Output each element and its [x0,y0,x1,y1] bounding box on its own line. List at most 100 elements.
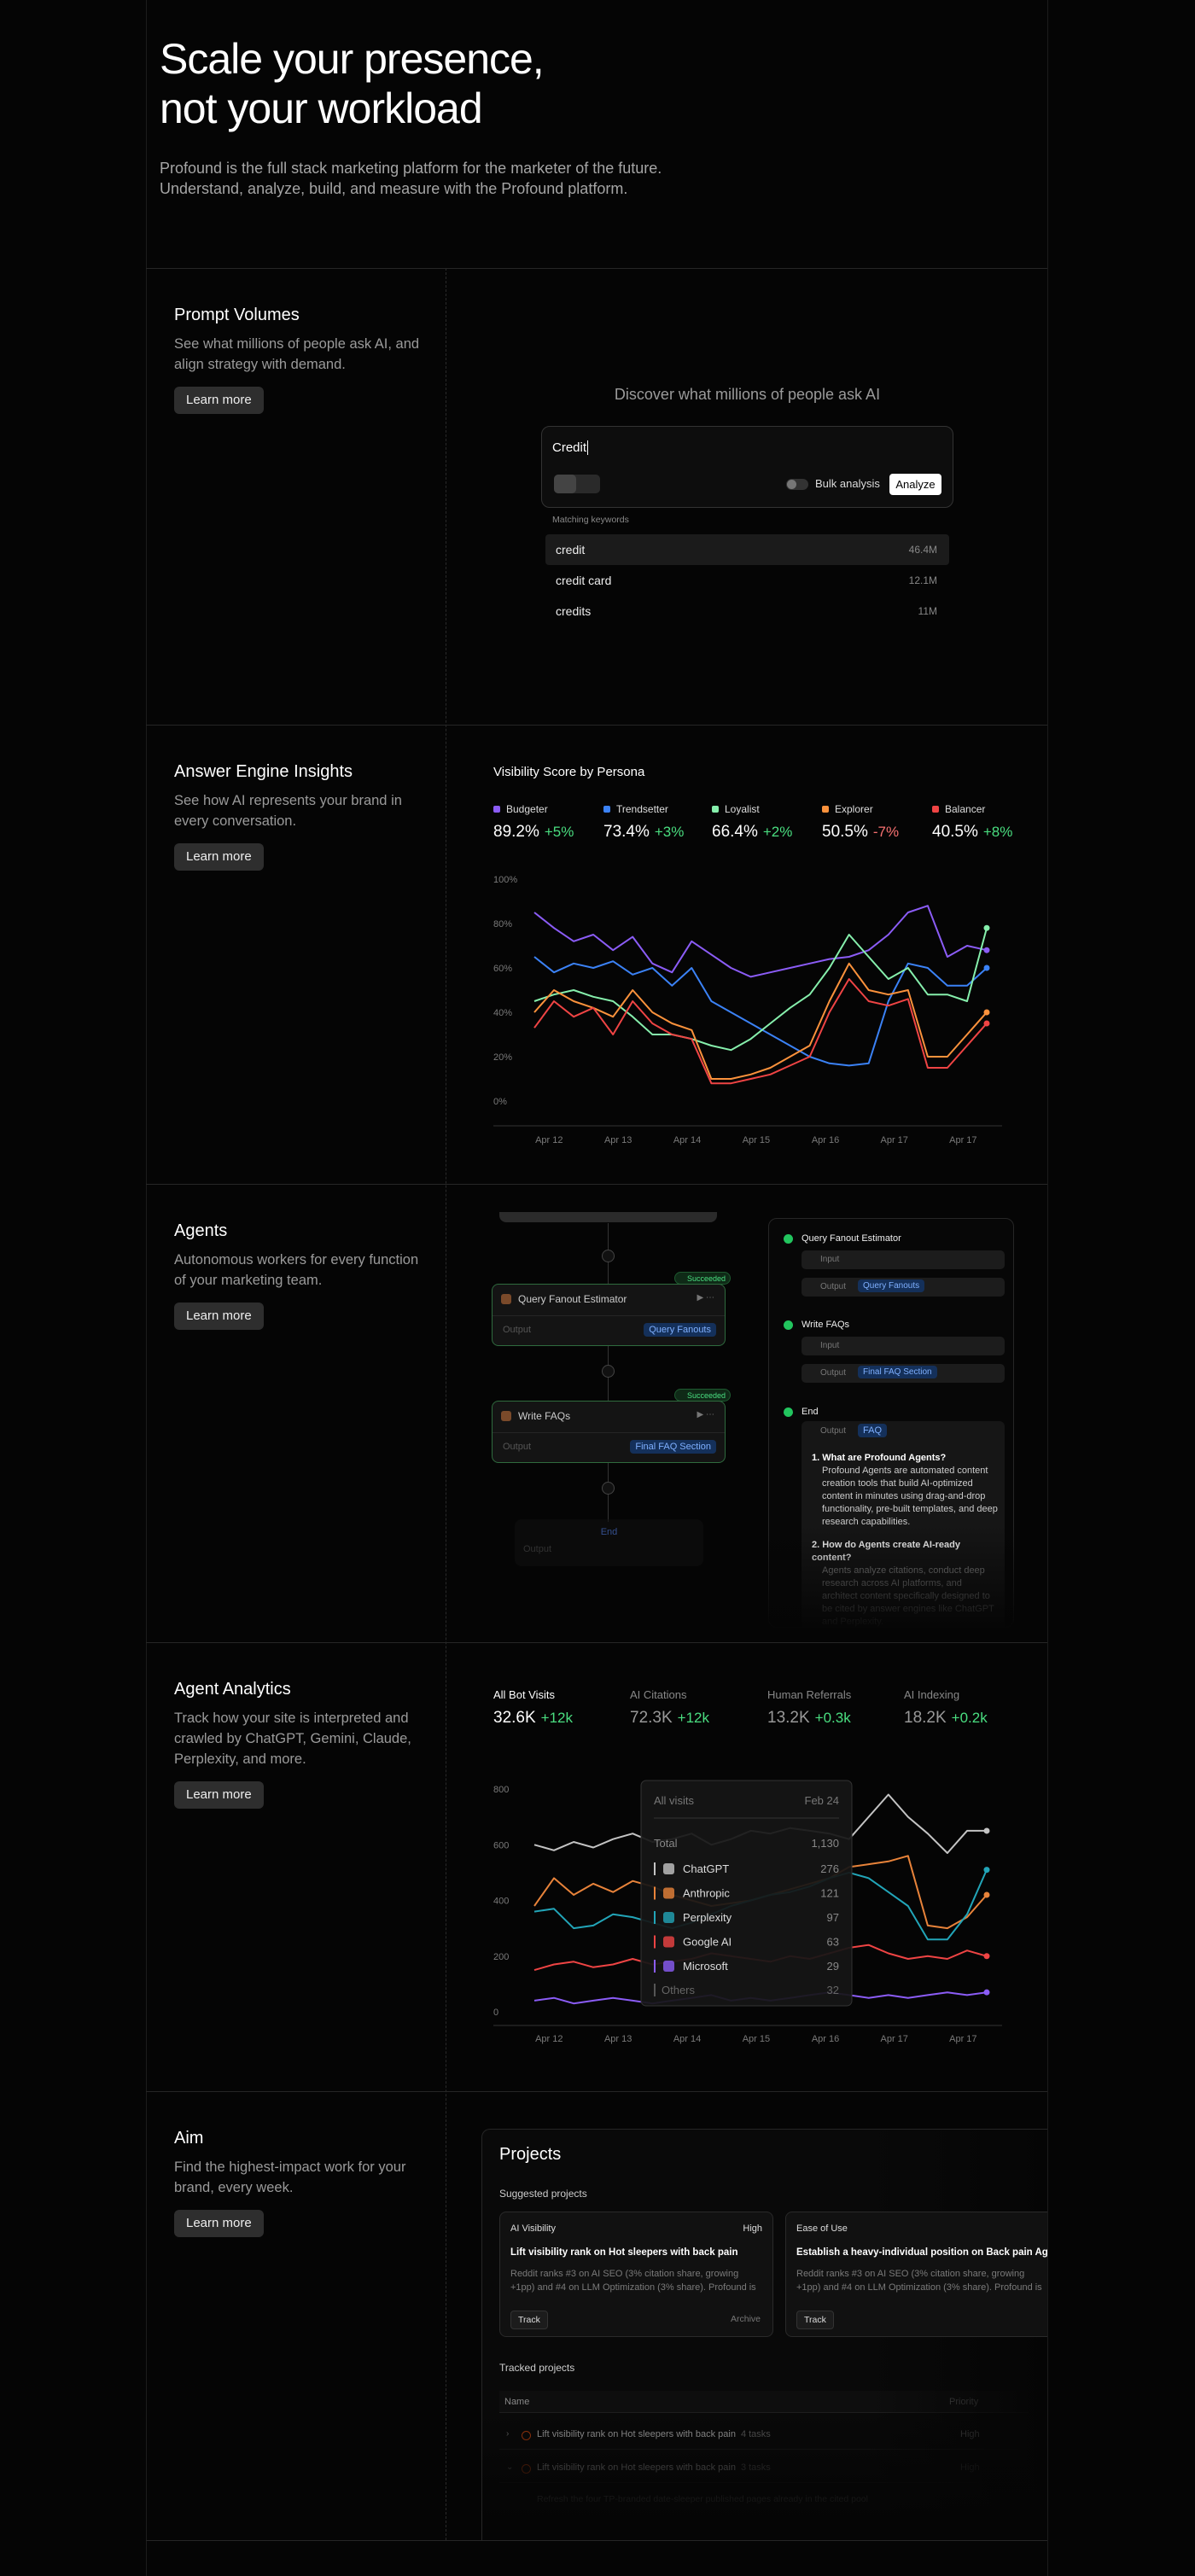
stat-value: 13.2K [767,1709,810,1727]
search-input[interactable]: Credit [552,440,589,455]
x-tick-label: Apr 15 [743,1135,770,1145]
learn-more-button[interactable]: Learn more [174,2210,264,2237]
learn-more-button[interactable]: Learn more [174,843,264,871]
stat-value: 13.2K +0.3k [767,1709,851,1727]
row-value: 276 [820,1862,839,1875]
row-title: Lift visibility rank on Hot sleepers wit… [537,2429,736,2439]
stat-value: 72.3K [630,1709,673,1727]
row-toggle: ⌄ [506,2462,514,2472]
change: +2% [763,824,793,840]
archive-button[interactable]: Archive [730,2314,761,2324]
faq-answer: Profound Agents are automated content cr… [822,1466,998,1527]
stat-value: 18.2K [904,1709,947,1727]
score: 66.4% [712,823,758,841]
stat-change: +12k [678,1710,710,1726]
stat-label: Human Referrals [767,1688,852,1701]
io-row: Input [802,1250,1005,1269]
y-tick-label: 600 [493,1840,509,1850]
row-tasks: 4 tasks [740,2429,771,2439]
search-box[interactable]: Credit Bulk analysis Analyze [541,426,953,508]
legend-score: 89.2% +5% [493,823,574,841]
y-tick-label: 60% [493,964,512,974]
row-bar [654,1886,656,1900]
tooltip-total-label: Total [654,1837,678,1850]
faq-question: 1. What are Profound Agents? [812,1453,947,1463]
learn-more-button[interactable]: Learn more [174,1303,264,1330]
end-point [983,1989,990,1996]
row-icon [522,2464,531,2474]
node-icon [501,1411,511,1421]
end-point [983,1827,990,1834]
bulk-toggle[interactable] [786,479,808,490]
node-stub [499,1212,717,1222]
column-header: Priority [949,2397,979,2407]
section-intro: Agent Analytics Track how your site is in… [174,1680,430,1809]
divider [146,2540,1047,2541]
subtask: Refresh the four TP-branded date-sleeper… [537,2494,868,2504]
score: 73.4% [603,823,650,841]
divider [146,268,1047,269]
analyze-button[interactable]: Analyze [889,474,941,495]
row-name: Lift visibility rank on Hot sleepers wit… [537,2429,771,2439]
projects-title: Projects [499,2145,562,2164]
card-desc: Reddit ranks #3 on AI SEO (3% citation s… [510,2269,756,2293]
row-icon [663,1912,674,1923]
row-title: Lift visibility rank on Hot sleepers wit… [537,2462,736,2473]
legend-swatch [712,806,719,813]
visibility-chart: Visibility Score by Persona 0% 20% 40% 60% 8… [493,765,1012,1145]
row-name: Anthropic [683,1887,730,1900]
x-tick-label: Apr 13 [604,1135,632,1145]
io-value: Final FAQ Section [858,1366,937,1378]
table-header: Name Priority [499,2391,1029,2413]
legend-swatch [493,806,500,813]
node-output-label: Output [503,1325,532,1335]
end-point [983,1891,990,1898]
io-value: FAQ [858,1424,888,1437]
tooltip-total: 1,130 [811,1837,839,1850]
keyword-row: credit 46.4M [545,534,949,565]
track-button[interactable]: Track [796,2311,834,2329]
end-label: End [600,1527,618,1537]
hero-title: Scale your presence, not your workload [160,34,545,133]
agent-node: Query Fanout Estimator ▶ ⋯ Output Query Fan… [492,1284,726,1346]
section-title: Agents [174,1221,228,1240]
tooltip-box [640,1780,853,2007]
card-desc: Reddit ranks #3 on AI SEO (3% citation s… [796,2269,1042,2293]
tooltip-title: All visits [654,1794,694,1807]
x-tick-label: Apr 14 [673,2034,701,2044]
row-tasks: 3 tasks [740,2462,771,2473]
io-row: Output Query Fanouts [802,1278,1005,1297]
row-priority: High [960,2429,980,2439]
end-point [983,947,990,953]
projects-panel: Projects Suggested projects Tracked proj… [481,2129,1047,2540]
status-badge: Succeeded [674,1272,732,1285]
node-divider [493,1315,725,1316]
keyword-volume: 11M [918,605,937,617]
mode-toggle[interactable] [554,475,600,493]
divider [146,1184,1047,1185]
track-button[interactable]: Track [510,2311,548,2329]
row-value: 29 [827,1960,839,1973]
x-tick-label: Apr 16 [812,2034,839,2044]
card-tag: AI Visibility [510,2223,556,2234]
learn-more-button[interactable]: Learn more [174,387,264,414]
x-tick-label: Apr 15 [743,2034,770,2044]
stat-value: 32.6K +12k [493,1709,573,1727]
node-name: Write FAQs [518,1410,571,1422]
node-output: Query Fanouts [644,1323,716,1337]
stat-label: AI Indexing [904,1688,959,1701]
section-intro: Answer Engine Insights See how AI represe… [174,762,430,871]
row-bar [654,1862,656,1875]
hero-title-line: Scale your presence, [160,35,545,83]
y-tick-label: 200 [493,1952,509,1962]
connector-dot [602,1365,615,1378]
legend-score: 73.4% +3% [603,823,684,841]
divider [146,2091,1047,2092]
section-intro: Agents Autonomous workers for every funct… [174,1221,430,1330]
learn-more-button[interactable]: Learn more [174,1781,264,1809]
stat-change: +0.3k [815,1710,852,1726]
y-tick-label: 400 [493,1897,509,1907]
tooltip: All visits Feb 24 Total 1,130 ChatGPT 276… [640,1780,853,2007]
node-name: Query Fanout Estimator [518,1293,627,1305]
section-text: See what millions of people ask AI, and … [174,336,420,372]
